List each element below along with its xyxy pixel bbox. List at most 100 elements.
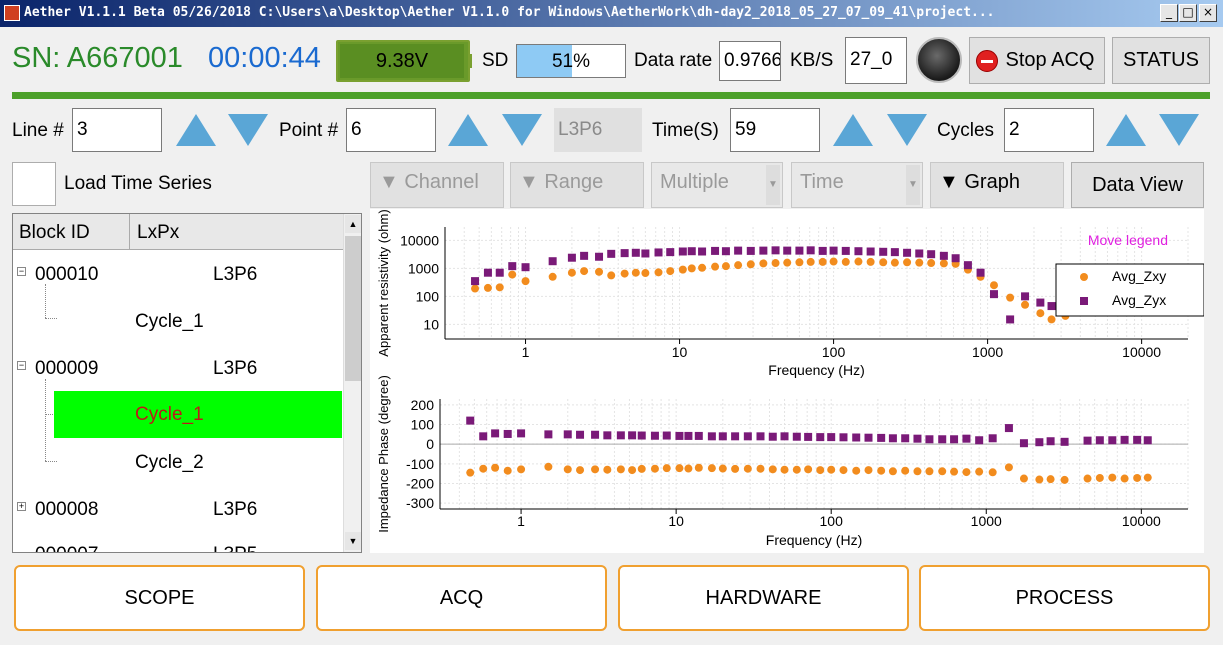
data-point-avg-zyx	[675, 431, 684, 440]
cycles-decrement-icon[interactable]	[1159, 114, 1199, 146]
tree-row-cycle-selected[interactable]: Cycle_1	[54, 391, 342, 438]
data-point-avg-zxy	[829, 257, 838, 266]
point-decrement-icon[interactable]	[502, 114, 542, 146]
data-point-avg-zyx	[508, 262, 517, 271]
data-point-avg-zyx	[841, 246, 850, 255]
tree-scrollbar[interactable]: ▲ ▼	[343, 214, 361, 552]
data-point-avg-zyx	[854, 247, 863, 256]
data-point-avg-zyx	[483, 268, 492, 277]
multiple-combo[interactable]: Multiple ▼	[651, 162, 783, 208]
data-point-avg-zxy	[746, 260, 755, 269]
scroll-up-icon[interactable]: ▲	[345, 215, 361, 233]
data-point-avg-zxy	[1036, 309, 1045, 318]
data-point-avg-zyx	[1036, 298, 1045, 307]
time-field[interactable]: 59	[730, 108, 820, 152]
point-field[interactable]: 6	[346, 108, 436, 152]
block-tree[interactable]: Block ID LxPx ▲ ▼ − 000010 L3P6 Cycle_1 …	[12, 213, 362, 553]
collapse-icon[interactable]: −	[17, 266, 26, 276]
block-id: 000009	[35, 358, 99, 379]
scope-button[interactable]: SCOPE	[14, 565, 305, 631]
cycles-field[interactable]: 2	[1004, 108, 1094, 152]
data-point-avg-zxy	[678, 265, 687, 274]
sd-usage-fill	[517, 45, 573, 77]
data-point-avg-zxy	[759, 259, 768, 268]
data-point-avg-zxy	[925, 467, 934, 476]
block-lxpx: L3P5	[213, 544, 257, 552]
rate-code-field[interactable]: 27_0	[845, 37, 907, 84]
channel-dropdown[interactable]: ▼ Channel	[370, 162, 504, 208]
data-point-avg-zxy	[1108, 473, 1117, 482]
data-point-avg-zyx	[783, 246, 792, 255]
data-point-avg-zxy	[1133, 473, 1142, 482]
x-tick-label: 10000	[1122, 513, 1161, 529]
data-point-avg-zxy	[792, 465, 801, 474]
close-button[interactable]: ×	[1199, 4, 1217, 22]
data-point-avg-zyx	[839, 433, 848, 442]
data-point-avg-zyx	[963, 261, 972, 270]
multiple-label: Multiple	[660, 171, 729, 193]
data-point-avg-zyx	[1108, 436, 1117, 445]
point-increment-icon[interactable]	[448, 114, 488, 146]
data-point-avg-zxy	[662, 464, 671, 473]
data-point-avg-zxy	[654, 268, 663, 277]
load-time-series-label: Load Time Series	[64, 173, 212, 194]
tree-row-cycle[interactable]: Cycle_2	[135, 452, 204, 473]
range-dropdown[interactable]: ▼ Range	[510, 162, 644, 208]
load-time-series-checkbox[interactable]	[12, 162, 56, 206]
data-view-button[interactable]: Data View	[1071, 162, 1204, 208]
move-legend-link[interactable]: Move legend	[1088, 232, 1168, 248]
time-decrement-icon[interactable]	[887, 114, 927, 146]
collapse-icon[interactable]: −	[17, 360, 26, 370]
channel-label: Channel	[404, 171, 479, 193]
line-field[interactable]: 3	[72, 108, 162, 152]
data-rate-unit: KB/S	[790, 50, 834, 71]
y-tick-label: 200	[411, 397, 435, 413]
hardware-button[interactable]: HARDWARE	[618, 565, 909, 631]
time-combo[interactable]: Time ▼	[791, 162, 923, 208]
maximize-button[interactable]: □	[1179, 4, 1197, 22]
line-decrement-icon[interactable]	[228, 114, 268, 146]
data-point-avg-zxy	[818, 257, 827, 266]
status-button[interactable]: STATUS	[1112, 37, 1210, 84]
data-point-avg-zyx	[759, 246, 768, 255]
acq-button[interactable]: ACQ	[316, 565, 607, 631]
line-increment-icon[interactable]	[176, 114, 216, 146]
data-point-avg-zxy	[877, 466, 886, 475]
data-point-avg-zxy	[903, 258, 912, 267]
scroll-thumb[interactable]	[345, 236, 361, 381]
tree-line	[45, 379, 46, 461]
data-point-avg-zxy	[698, 263, 707, 272]
data-point-avg-zxy	[567, 268, 576, 277]
cycles-increment-icon[interactable]	[1106, 114, 1146, 146]
col-block-id[interactable]: Block ID	[19, 222, 90, 243]
data-point-avg-zxy	[1120, 474, 1129, 483]
graph-dropdown[interactable]: ▼ Graph	[930, 162, 1064, 208]
col-lxpx[interactable]: LxPx	[137, 222, 180, 243]
stop-acq-button[interactable]: Stop ACQ	[969, 37, 1105, 84]
data-point-avg-zxy	[694, 463, 703, 472]
legend-entry: Avg_Zxy	[1112, 268, 1166, 284]
data-point-avg-zxy	[707, 464, 716, 473]
data-point-avg-zxy	[852, 466, 861, 475]
tree-row-cycle[interactable]: Cycle_1	[135, 311, 204, 332]
minimize-button[interactable]: _	[1160, 4, 1178, 22]
data-point-avg-zyx	[666, 248, 675, 257]
data-point-avg-zyx	[903, 248, 912, 257]
data-rate-field[interactable]: 0.9766	[719, 41, 781, 81]
data-point-avg-zyx	[607, 249, 616, 258]
data-point-avg-zyx	[687, 247, 696, 256]
legend-marker-square	[1080, 297, 1088, 305]
data-point-avg-zxy	[607, 271, 616, 280]
process-button[interactable]: PROCESS	[919, 565, 1210, 631]
data-point-avg-zxy	[731, 464, 740, 473]
data-point-avg-zyx	[901, 434, 910, 443]
data-point-avg-zyx	[603, 431, 612, 440]
expand-icon[interactable]: +	[17, 501, 26, 511]
data-point-avg-zyx	[1047, 302, 1056, 311]
data-point-avg-zyx	[731, 432, 740, 441]
scroll-down-icon[interactable]: ▼	[345, 532, 361, 550]
tree-line	[45, 414, 57, 415]
x-tick-label: 100	[822, 344, 846, 360]
time-increment-icon[interactable]	[833, 114, 873, 146]
